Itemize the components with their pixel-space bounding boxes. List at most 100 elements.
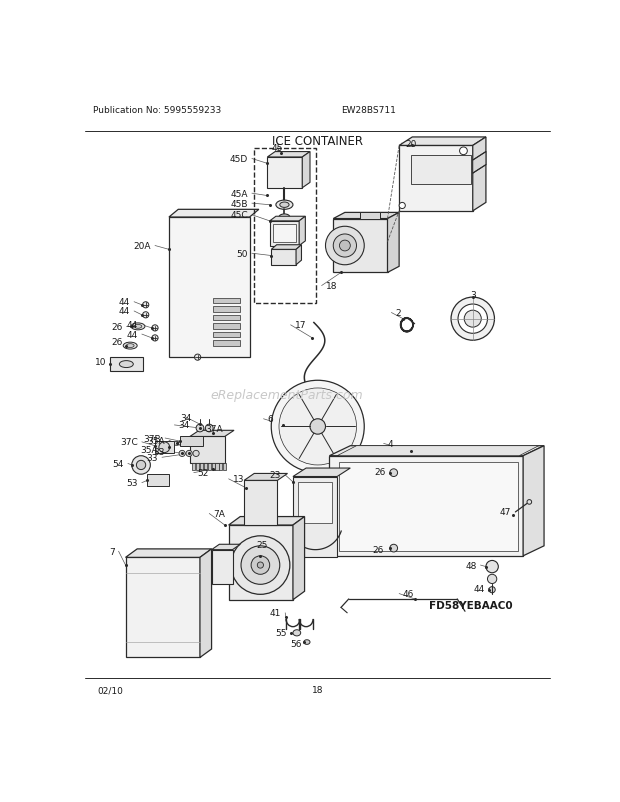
Ellipse shape: [134, 325, 142, 329]
Text: 44: 44: [126, 321, 138, 330]
Circle shape: [179, 451, 185, 457]
Text: ICE CONTAINER: ICE CONTAINER: [272, 135, 363, 148]
Polygon shape: [213, 324, 241, 330]
Text: 26: 26: [111, 322, 123, 331]
Text: 50: 50: [236, 249, 248, 258]
Polygon shape: [200, 464, 203, 471]
Polygon shape: [388, 213, 399, 273]
Ellipse shape: [126, 344, 134, 348]
Polygon shape: [273, 225, 296, 243]
Polygon shape: [298, 482, 332, 523]
Circle shape: [186, 451, 192, 457]
Text: EW28BS711: EW28BS711: [341, 106, 396, 115]
Polygon shape: [399, 138, 486, 146]
Circle shape: [159, 443, 170, 453]
Text: 45B: 45B: [231, 200, 248, 209]
Polygon shape: [472, 152, 486, 174]
Polygon shape: [213, 341, 241, 346]
Polygon shape: [223, 464, 226, 471]
Polygon shape: [334, 219, 388, 273]
Polygon shape: [410, 156, 471, 184]
Polygon shape: [303, 152, 310, 188]
Polygon shape: [267, 152, 310, 158]
Ellipse shape: [123, 342, 137, 350]
Text: 54: 54: [113, 460, 124, 468]
Circle shape: [241, 546, 280, 585]
Text: 41: 41: [270, 609, 281, 618]
Polygon shape: [334, 213, 399, 219]
Polygon shape: [399, 146, 472, 212]
Text: 20A: 20A: [134, 241, 151, 251]
Polygon shape: [180, 437, 203, 446]
Text: 26: 26: [374, 467, 386, 476]
Text: 7A: 7A: [213, 509, 225, 518]
Circle shape: [487, 574, 497, 584]
Circle shape: [459, 148, 467, 156]
Text: 13: 13: [232, 475, 244, 484]
Text: 23: 23: [269, 470, 280, 479]
Polygon shape: [169, 218, 249, 358]
Circle shape: [326, 227, 365, 265]
Circle shape: [399, 203, 405, 209]
Polygon shape: [110, 358, 143, 371]
Polygon shape: [270, 217, 306, 221]
Circle shape: [257, 562, 264, 569]
Polygon shape: [219, 464, 223, 471]
Text: 4: 4: [388, 439, 393, 448]
Polygon shape: [213, 307, 241, 312]
Text: 33: 33: [146, 453, 158, 462]
Circle shape: [251, 556, 270, 574]
Text: 18: 18: [312, 686, 324, 695]
Ellipse shape: [279, 215, 290, 221]
Ellipse shape: [179, 442, 185, 446]
Polygon shape: [125, 549, 211, 557]
Polygon shape: [244, 480, 278, 525]
Polygon shape: [211, 550, 232, 585]
Text: 34: 34: [179, 421, 190, 430]
Ellipse shape: [183, 442, 189, 446]
Ellipse shape: [276, 200, 293, 210]
Circle shape: [195, 354, 201, 361]
Polygon shape: [360, 213, 379, 219]
Text: 37C: 37C: [120, 438, 138, 447]
Text: eReplacementParts.com: eReplacementParts.com: [210, 388, 363, 401]
Polygon shape: [200, 549, 211, 658]
Polygon shape: [329, 446, 544, 456]
Circle shape: [231, 536, 290, 594]
Polygon shape: [213, 298, 241, 304]
Text: 6: 6: [267, 415, 273, 423]
Polygon shape: [340, 462, 518, 552]
Text: 48: 48: [465, 561, 477, 570]
Text: 35A: 35A: [141, 445, 158, 455]
Text: 47: 47: [500, 507, 511, 516]
Circle shape: [340, 241, 350, 252]
Polygon shape: [293, 477, 337, 557]
Text: 25: 25: [256, 540, 268, 549]
Circle shape: [205, 424, 213, 432]
Polygon shape: [293, 517, 304, 600]
Polygon shape: [192, 464, 195, 471]
Text: FD58YEBAAC0: FD58YEBAAC0: [428, 601, 512, 610]
Ellipse shape: [174, 442, 180, 446]
Text: 44: 44: [119, 307, 130, 316]
Polygon shape: [229, 517, 304, 525]
Text: 17: 17: [294, 321, 306, 330]
Text: 34: 34: [180, 413, 192, 422]
Text: 26: 26: [372, 545, 384, 554]
Text: 2: 2: [396, 309, 401, 318]
Circle shape: [193, 451, 199, 457]
Polygon shape: [472, 138, 486, 212]
Circle shape: [458, 305, 487, 334]
Circle shape: [131, 456, 151, 475]
Text: 45A: 45A: [231, 189, 248, 198]
Text: 35A: 35A: [148, 436, 165, 445]
Text: 7: 7: [109, 547, 115, 556]
Ellipse shape: [131, 323, 145, 330]
Circle shape: [136, 461, 146, 470]
Circle shape: [486, 561, 498, 573]
Polygon shape: [190, 437, 224, 464]
Text: 26: 26: [111, 338, 123, 346]
Text: 44: 44: [119, 298, 130, 307]
Polygon shape: [190, 431, 234, 437]
Text: 52: 52: [198, 468, 209, 477]
